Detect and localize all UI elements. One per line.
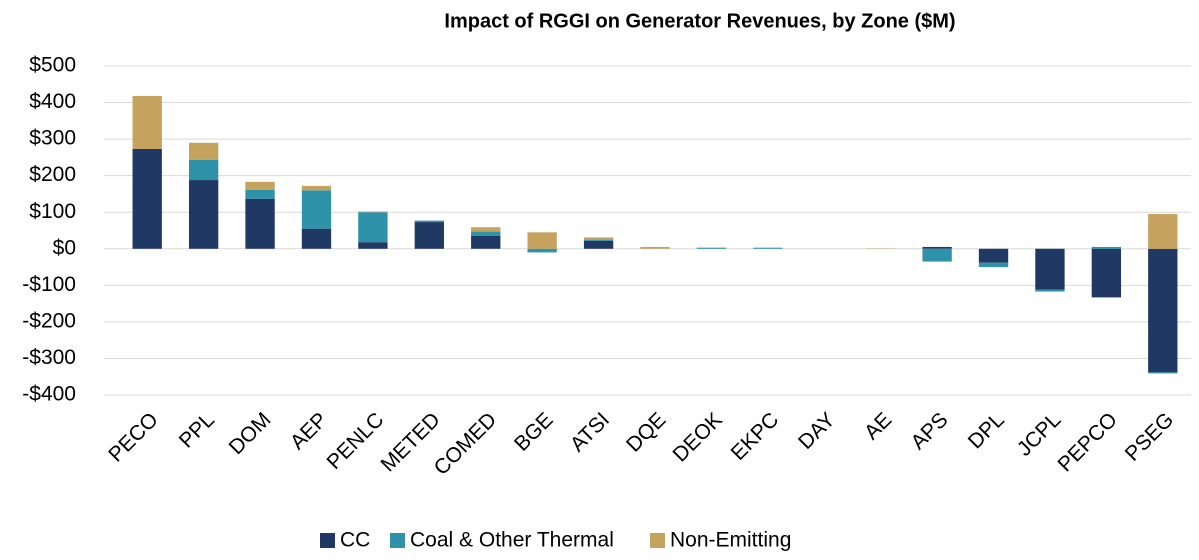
bar-segment [189, 180, 218, 249]
x-tick-label: AEP [286, 408, 332, 454]
bar-segment [979, 263, 1008, 267]
legend-label: Non-Emitting [670, 529, 791, 552]
y-tick-label: $300 [29, 127, 76, 150]
legend-swatch [650, 533, 665, 548]
bar-segment [584, 241, 613, 249]
bar-segment [1035, 249, 1064, 290]
bar-segment [979, 249, 1008, 263]
bar-segment [471, 227, 500, 231]
bar-segment [133, 96, 162, 149]
x-tick-label: PEPCO [1054, 408, 1122, 476]
bar-segment [471, 232, 500, 236]
bar-segment [245, 190, 274, 199]
x-tick-label: PECO [104, 408, 162, 466]
bar-segment [1148, 249, 1177, 373]
bar-segment [527, 232, 556, 248]
bar-segment [189, 143, 218, 160]
bar-segment [1035, 290, 1064, 292]
bar-segment [922, 249, 951, 262]
x-tick-label: PSEG [1121, 408, 1179, 466]
bar-segment [640, 247, 669, 249]
x-tick-label: AE [860, 408, 896, 444]
y-tick-label: -$200 [22, 309, 76, 332]
bar-segment [922, 247, 951, 249]
bar-segment [527, 249, 556, 253]
bar-segment [584, 240, 613, 241]
bar-segment [415, 222, 444, 249]
y-tick-label: $0 [53, 236, 76, 259]
bar-segment [133, 149, 162, 249]
y-tick-label: $500 [29, 54, 76, 77]
bar-segment [245, 199, 274, 249]
bar-segment [302, 190, 331, 228]
x-tick-label: DQE [622, 408, 670, 456]
y-tick-label: $200 [29, 163, 76, 186]
bar-segment [753, 248, 782, 249]
bar-segment [245, 182, 274, 190]
bar-segment [584, 237, 613, 239]
x-tick-label: APS [907, 408, 953, 454]
bar-segment [358, 211, 387, 212]
bar-segment [358, 212, 387, 242]
y-tick-label: $400 [29, 90, 76, 113]
legend-label: Coal & Other Thermal [410, 529, 614, 552]
x-tick-label: JCPL [1013, 408, 1066, 461]
bar-segment [1148, 214, 1177, 249]
bar-segment [189, 160, 218, 180]
bar-segment [471, 236, 500, 249]
bar-segment [1092, 249, 1121, 298]
legend-swatch [320, 533, 335, 548]
bar-segment [302, 186, 331, 190]
y-tick-label: -$100 [22, 273, 76, 296]
y-tick-label: -$300 [22, 346, 76, 369]
x-tick-label: PENLC [323, 408, 389, 474]
bar-segment [697, 248, 726, 249]
x-tick-label: DEOK [669, 408, 727, 466]
bar-segment [1092, 247, 1121, 249]
bar-segment [302, 229, 331, 249]
x-tick-label: DPL [964, 408, 1009, 453]
x-tick-label: DOM [225, 408, 276, 459]
x-tick-label: BGE [510, 408, 558, 456]
legend: CC Coal & Other Thermal Non-Emitting [320, 529, 791, 552]
bar-segment [415, 221, 444, 222]
y-tick-label: $100 [29, 200, 76, 223]
legend-label: CC [340, 529, 370, 552]
x-tick-label: ATSI [566, 408, 614, 456]
bar-segment [1148, 372, 1177, 373]
legend-swatch [390, 533, 405, 548]
bar-segment [358, 242, 387, 249]
x-tick-label: DAY [794, 408, 840, 454]
chart-title: Impact of RGGI on Generator Revenues, by… [444, 10, 955, 32]
x-tick-label: EKPC [727, 408, 784, 465]
x-tick-label: COMED [430, 408, 502, 480]
y-tick-label: -$400 [22, 383, 76, 406]
x-tick-label: PPL [175, 408, 219, 452]
